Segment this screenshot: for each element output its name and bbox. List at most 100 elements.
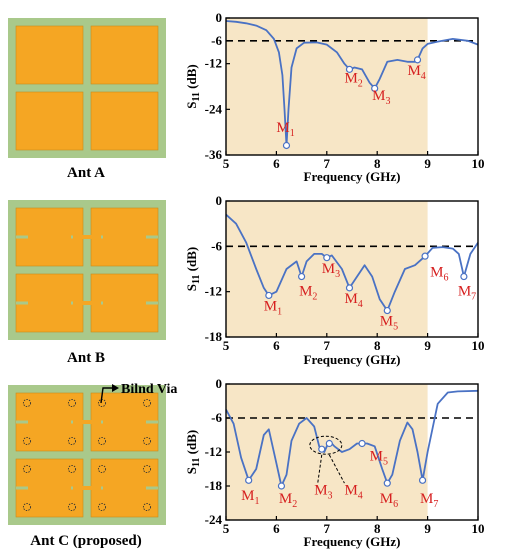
x-tick-label: 6 — [273, 521, 280, 536]
resonance-marker — [265, 291, 273, 300]
marker-label: M5 — [370, 449, 388, 468]
y-tick-label: 0 — [216, 10, 223, 25]
resonance-marker — [323, 254, 331, 262]
blind-via — [142, 464, 152, 474]
resonance-marker — [298, 272, 306, 281]
patch-element — [15, 25, 84, 85]
blind-via — [22, 464, 32, 474]
patch-slot — [16, 301, 28, 305]
y-tick-label: -24 — [205, 101, 223, 116]
x-tick-label: 9 — [424, 338, 431, 353]
resonance-marker — [318, 445, 326, 453]
marker-label: M3 — [372, 88, 390, 107]
marker-group-ellipse — [309, 435, 343, 455]
y-tick-label: -6 — [211, 410, 222, 425]
marker-label: M4 — [344, 483, 362, 502]
s11-chart-ant-c: 5 6 7 8 9 10 0 -6 -12 -18 -24 Frequency (GHz) S11 (d… — [184, 376, 485, 549]
blind-via-callout: Bilnd Via — [100, 382, 177, 404]
antenna-a-caption: Ant A — [67, 165, 105, 181]
y-tick-label: -12 — [205, 444, 222, 459]
resonance-marker — [383, 479, 391, 487]
feed-stub — [73, 420, 101, 424]
resonance-marker — [345, 65, 354, 73]
y-tick-label: 0 — [216, 193, 223, 208]
patch-element — [15, 91, 84, 151]
y-axis-label: S11 (dB) — [184, 247, 202, 292]
blind-via-label: Bilnd Via — [121, 382, 177, 397]
x-tick-label: 5 — [223, 156, 230, 171]
x-axis-label: Frequency (GHz) — [304, 352, 401, 367]
resonance-marker — [325, 439, 333, 448]
x-tick-label: 7 — [324, 338, 331, 353]
marker-label: M6 — [380, 491, 398, 510]
patch-slot — [16, 420, 28, 424]
antenna-a-panel — [8, 18, 166, 158]
marker-label: M3 — [322, 261, 340, 280]
plot-frame — [225, 17, 479, 156]
x-tick-label: 10 — [472, 156, 485, 171]
resonance-marker — [460, 272, 468, 281]
plot-frame — [225, 200, 479, 338]
y-tick-label: -12 — [205, 284, 222, 299]
resonance-marker — [245, 476, 253, 484]
marker-label: M5 — [380, 314, 398, 333]
marker-arrow — [328, 454, 345, 484]
marker-label: M1 — [241, 488, 259, 507]
blind-via — [142, 436, 152, 446]
x-tick-label: 6 — [273, 338, 280, 353]
operating-band-shade — [226, 18, 428, 155]
x-tick-label: 8 — [374, 156, 381, 171]
x-tick-label: 9 — [424, 156, 431, 171]
blind-via — [22, 502, 32, 512]
x-tick-label: 8 — [374, 521, 381, 536]
patch-slot — [16, 235, 28, 239]
patch-slot — [16, 486, 28, 490]
antenna-c-panel — [8, 385, 166, 525]
marker-label: M3 — [314, 483, 332, 502]
marker-label: M4 — [407, 63, 425, 82]
patch-element — [90, 25, 159, 85]
feed-stub — [73, 486, 101, 490]
marker-label: M1 — [276, 120, 294, 139]
resonance-marker — [418, 476, 427, 484]
blind-via — [22, 398, 32, 408]
x-tick-label: 9 — [424, 521, 431, 536]
operating-band-shade — [226, 201, 428, 337]
blind-via — [67, 436, 77, 446]
y-tick-label: -6 — [211, 33, 222, 48]
blind-via — [67, 464, 77, 474]
patch-slot — [146, 235, 158, 239]
patch-slot — [146, 301, 158, 305]
s11-chart-ant-a: 5 6 7 8 9 10 0 -6 -12 -24 -36 Frequency (GHz) S11 (d… — [184, 10, 485, 184]
y-tick-label: -18 — [205, 329, 223, 344]
blind-via — [22, 436, 32, 446]
x-tick-label: 7 — [324, 521, 331, 536]
marker-label: M2 — [279, 491, 297, 510]
marker-label: M4 — [344, 291, 362, 310]
y-tick-label: -12 — [205, 56, 222, 71]
x-tick-label: 8 — [374, 338, 381, 353]
resonance-marker — [345, 284, 354, 292]
blind-via — [142, 398, 152, 408]
feed-stub — [73, 301, 101, 305]
marker-label: M2 — [299, 283, 317, 302]
blind-via — [67, 502, 77, 512]
antenna-c-caption: Ant C (proposed) — [30, 533, 141, 549]
patch-slot — [146, 486, 158, 490]
patch-element — [90, 91, 159, 151]
blind-via — [97, 436, 107, 446]
y-axis-label: S11 (dB) — [184, 430, 202, 475]
resonance-marker — [277, 482, 286, 490]
x-axis-label: Frequency (GHz) — [304, 534, 401, 549]
feed-stub — [73, 235, 101, 239]
x-tick-label: 6 — [273, 156, 280, 171]
resonance-marker — [421, 252, 429, 260]
x-tick-label: 10 — [472, 521, 485, 536]
patch-slot — [146, 420, 158, 424]
y-tick-label: -24 — [205, 512, 223, 527]
x-axis-label: Frequency (GHz) — [304, 169, 401, 184]
y-axis-label: S11 (dB) — [184, 64, 202, 109]
blind-via — [97, 464, 107, 474]
resonance-marker — [383, 306, 391, 315]
